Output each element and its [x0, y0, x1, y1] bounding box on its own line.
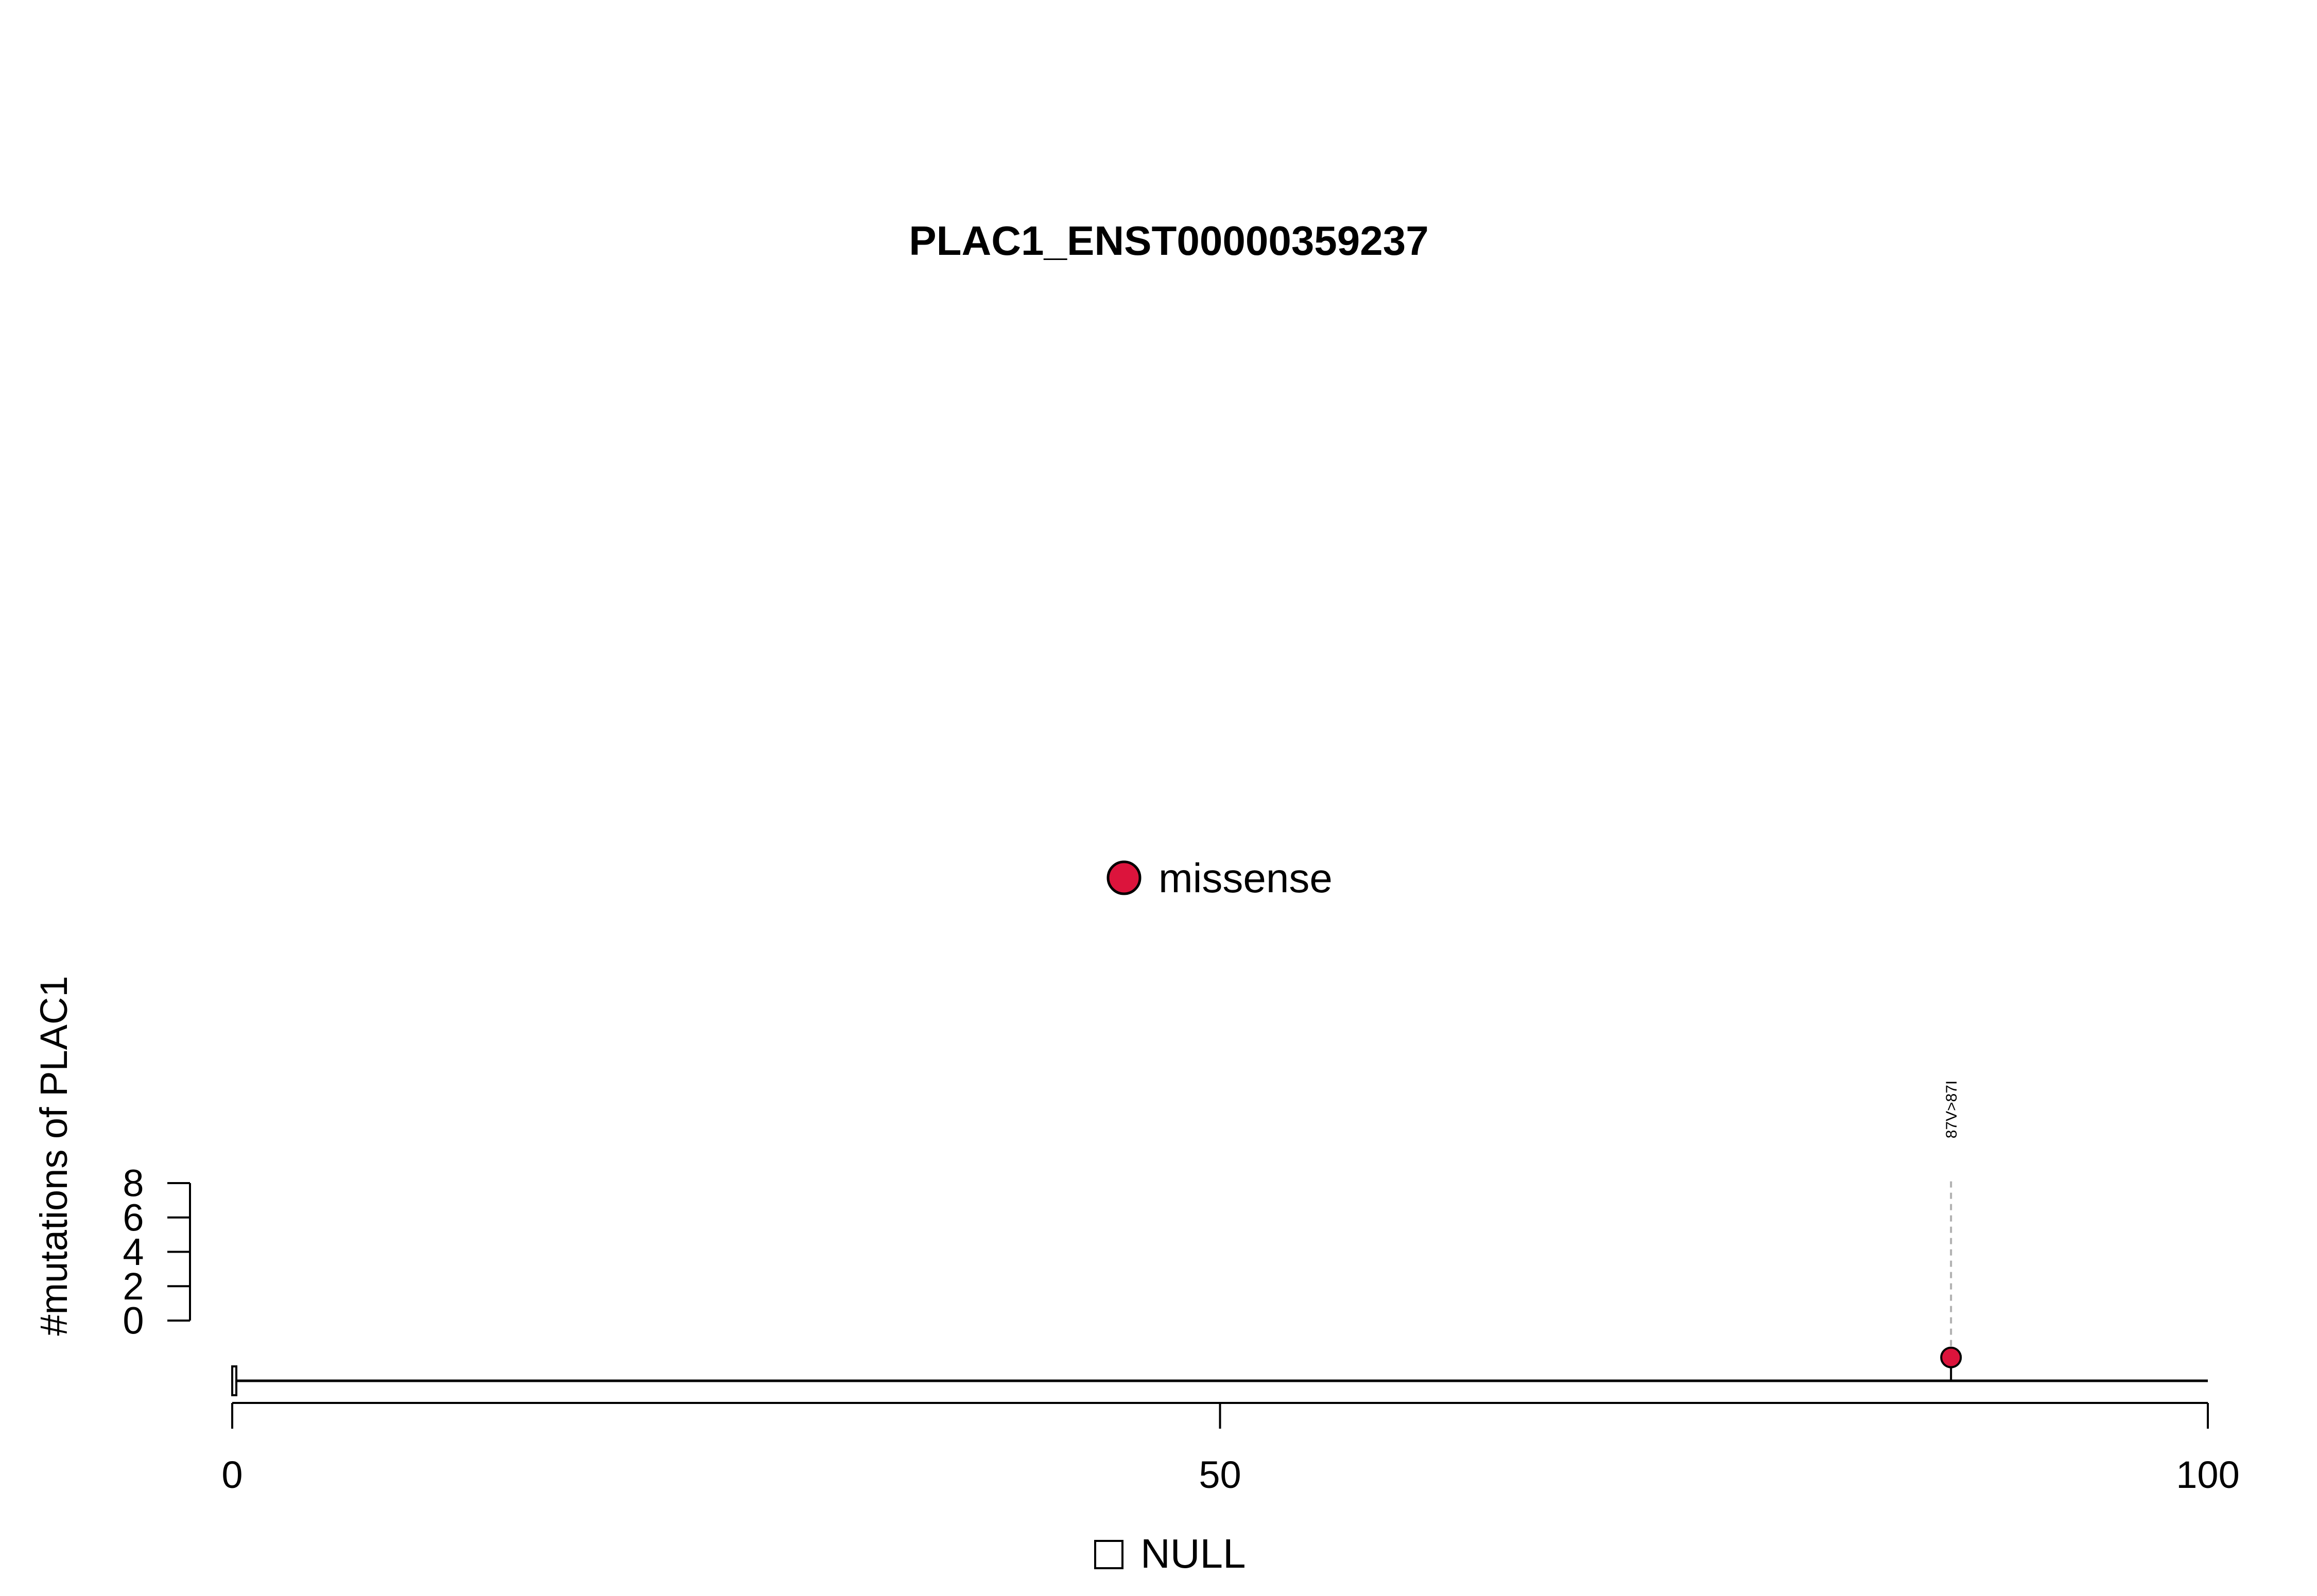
mutation-lollipops: 87V>87I [1940, 1081, 1962, 1381]
y-tick-label-8: 8 [123, 1162, 144, 1205]
protein-backbone [231, 1365, 2208, 1396]
mutation-type-legend: missense [1106, 855, 1333, 901]
domain-region-NULL [231, 1365, 237, 1396]
domain-legend-label-NULL: NULL [1140, 1531, 1246, 1576]
domain-legend: NULL [1094, 1531, 1246, 1576]
y-tick-label-2: 2 [123, 1265, 144, 1308]
y-axis-label: #mutations of PLAC1 [32, 976, 75, 1335]
mutation-label: 87V>87I [1943, 1081, 1960, 1139]
y-tick-label-0: 0 [123, 1299, 144, 1342]
lollipop-point [1940, 1346, 1962, 1368]
x-tick-label-50: 50 [1199, 1453, 1241, 1496]
y-tick-label-6: 6 [123, 1196, 144, 1239]
domain-legend-swatch-NULL [1094, 1540, 1123, 1569]
x-tick-label-100: 100 [2176, 1453, 2239, 1496]
chart-title: PLAC1_ENST00000359237 [909, 218, 1429, 264]
legend-label-missense: missense [1158, 855, 1333, 901]
x-axis: 0 50 100 [221, 1402, 2240, 1496]
y-tick-label-4: 4 [123, 1230, 144, 1273]
legend-swatch-missense [1106, 860, 1142, 895]
x-tick-label-0: 0 [221, 1453, 243, 1496]
